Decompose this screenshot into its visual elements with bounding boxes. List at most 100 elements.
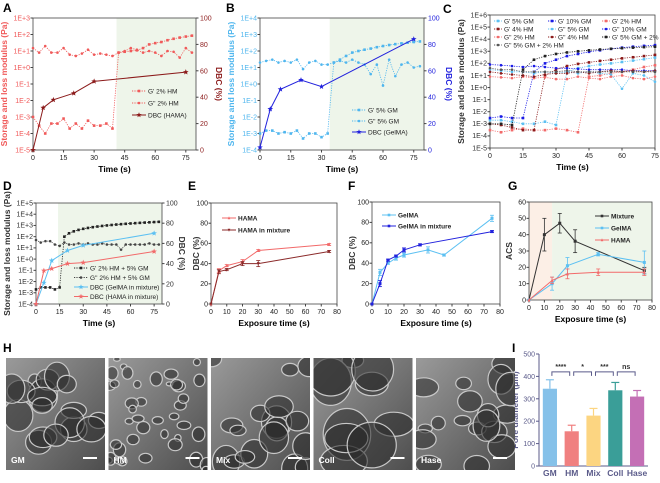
data-point (81, 227, 85, 231)
bar-gm (542, 388, 557, 466)
data-point (225, 268, 229, 272)
data-point (257, 144, 263, 150)
data-point (277, 61, 280, 64)
data-point (129, 46, 133, 50)
series-line (489, 64, 656, 133)
data-point (124, 222, 128, 226)
data-point (50, 122, 53, 125)
y-axis-label: Storage and loss modulus (Pa) (0, 21, 9, 146)
x-tick-label: 50 (286, 309, 294, 316)
pores (108, 358, 208, 470)
data-point (642, 260, 646, 264)
y-tick-label: 100 (357, 199, 369, 206)
data-point (532, 64, 536, 68)
legend-item: GelMA in mixture (382, 223, 452, 230)
data-point (490, 230, 494, 234)
data-point (554, 66, 558, 70)
sem-image-label: HM (114, 455, 127, 465)
data-point (357, 61, 360, 64)
data-point (209, 302, 213, 306)
pore (430, 415, 446, 431)
x-tick-label: 60 (379, 155, 387, 162)
sem-image-row: GM HM Mix Coll Hase (6, 358, 515, 470)
panel-label-g: G (508, 179, 517, 193)
pore (258, 421, 290, 455)
pore (126, 433, 140, 446)
data-point (152, 220, 156, 224)
data-point (550, 278, 554, 282)
data-point (609, 70, 613, 74)
series-g-5-gm (488, 56, 657, 127)
data-point (543, 62, 547, 65)
x-tick-label: 10 (540, 305, 548, 312)
data-point (576, 67, 580, 71)
data-point (587, 76, 591, 80)
y-tick-label: 1E+1 (13, 48, 30, 55)
data-point (157, 243, 161, 246)
data-point (653, 53, 657, 57)
y2-tick-label: 80 (200, 42, 208, 49)
y-tick-label: 1E+5 (16, 200, 33, 207)
data-point (510, 128, 514, 132)
y-axis-label: Storage and loss modulus (Pa) (226, 21, 236, 146)
y-tick-label: 20 (200, 281, 208, 288)
y2-axis-label: DBC (%) (214, 67, 224, 101)
x-tick-label: 15 (56, 309, 64, 316)
data-point (620, 70, 624, 74)
data-point (110, 243, 113, 246)
pore (177, 393, 190, 404)
data-point (225, 263, 229, 268)
legend-label: HAMA in mixture (238, 227, 291, 234)
data-point (64, 260, 71, 266)
data-point (30, 147, 36, 153)
pore (112, 358, 121, 362)
data-point (370, 302, 374, 306)
data-point (642, 270, 646, 274)
pore (108, 365, 119, 381)
data-point (39, 241, 43, 244)
data-point (166, 38, 169, 42)
data-point (157, 220, 161, 224)
data-point (184, 35, 188, 38)
data-point (532, 122, 536, 126)
series-line (35, 251, 155, 305)
y2-tick-label: 20 (200, 121, 208, 128)
legend-item: G'' 5% GM (548, 26, 589, 33)
y-tick-label: 1E+3 (470, 49, 487, 56)
legend-item: DBC (GelMA) (352, 129, 408, 136)
data-point (532, 75, 536, 78)
data-point (320, 135, 323, 139)
legend-item: G' 2% HM (602, 18, 641, 25)
legend-item: G' 5% GM + 2% HM (602, 34, 660, 41)
data-point (510, 126, 514, 129)
legend-label: G' 10% GM (558, 18, 591, 25)
significance-label: **** (555, 364, 566, 371)
data-point (596, 252, 600, 256)
data-point (488, 128, 492, 132)
panel-label-i: I (512, 341, 515, 355)
data-point (256, 262, 260, 266)
data-point (258, 132, 262, 135)
pore (234, 449, 256, 464)
data-point (496, 27, 500, 31)
shaded-region (116, 18, 196, 150)
x-tick-label: 15 (519, 153, 527, 160)
data-point (78, 293, 84, 299)
data-point (631, 76, 635, 80)
data-point (400, 63, 403, 66)
data-point (264, 129, 268, 132)
legend-item: G'' 2% HM (494, 34, 535, 41)
pore (294, 457, 310, 470)
pore (264, 395, 294, 419)
data-point (44, 286, 47, 289)
shaded-region (329, 18, 424, 150)
data-point (153, 51, 157, 54)
pore (191, 426, 206, 443)
pore (351, 358, 395, 392)
data-point (543, 128, 547, 132)
data-point (510, 70, 514, 74)
data-point (357, 108, 361, 112)
data-point (56, 122, 59, 125)
data-point (267, 106, 274, 112)
data-point (68, 127, 71, 130)
